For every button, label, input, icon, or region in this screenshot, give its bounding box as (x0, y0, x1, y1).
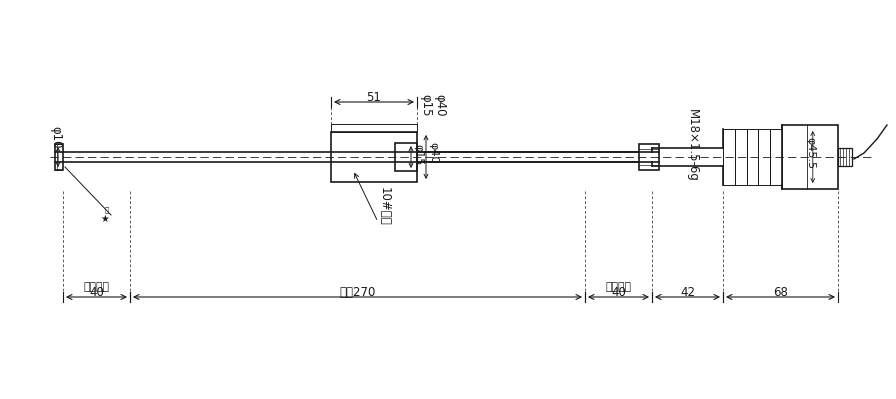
Bar (771, 129, 782, 185)
Text: φ40: φ40 (433, 94, 446, 117)
Text: φ15: φ15 (419, 94, 432, 117)
Bar (55, 144, 63, 170)
Bar (838, 148, 852, 166)
Text: 40: 40 (611, 286, 626, 299)
Text: φ40: φ40 (428, 142, 438, 164)
Text: 上端死区: 上端死区 (606, 282, 632, 292)
Text: 10#导管: 10#导管 (377, 187, 391, 226)
Text: 40: 40 (89, 286, 104, 299)
Bar (331, 124, 417, 132)
Text: ★: ★ (100, 214, 109, 224)
Text: 量程270: 量程270 (340, 286, 375, 299)
Text: 下端死区: 下端死区 (83, 282, 109, 292)
Bar (331, 132, 417, 182)
Text: φ15: φ15 (413, 144, 423, 166)
Text: φ45.5: φ45.5 (806, 137, 815, 169)
Text: 42: 42 (680, 286, 695, 299)
Text: M18×1.5-6g: M18×1.5-6g (686, 109, 699, 182)
Text: 51: 51 (366, 91, 382, 104)
Bar (735, 129, 746, 185)
Bar (758, 129, 771, 185)
Bar (723, 129, 735, 185)
Bar (639, 144, 659, 170)
Text: 68: 68 (773, 286, 788, 299)
Text: φ10: φ10 (49, 126, 63, 148)
Bar (395, 143, 417, 171)
Bar (782, 125, 838, 189)
Text: 米: 米 (105, 207, 109, 213)
Bar (746, 129, 758, 185)
